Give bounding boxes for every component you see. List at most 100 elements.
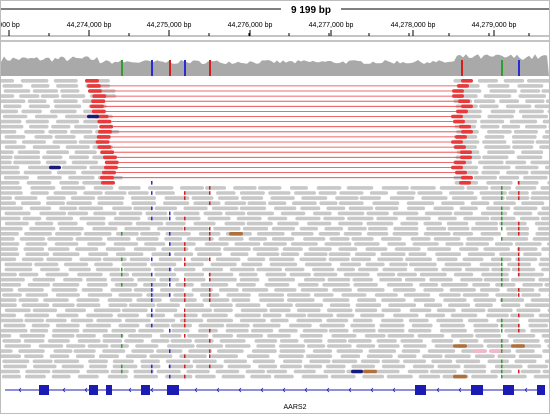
aligned-read[interactable] — [480, 211, 508, 216]
aligned-read[interactable] — [517, 84, 544, 88]
aligned-read[interactable] — [477, 79, 498, 83]
aligned-read[interactable] — [128, 191, 149, 195]
aligned-read[interactable] — [70, 318, 94, 323]
aligned-read[interactable] — [52, 369, 80, 374]
aligned-read[interactable] — [149, 354, 173, 358]
aligned-read[interactable] — [431, 339, 454, 343]
aligned-read[interactable] — [213, 308, 233, 313]
aligned-read[interactable] — [528, 318, 549, 323]
aligned-read[interactable] — [513, 211, 533, 216]
aligned-read[interactable] — [1, 119, 22, 124]
aligned-read[interactable] — [31, 84, 50, 88]
aligned-read[interactable] — [453, 272, 474, 277]
aligned-read[interactable] — [4, 135, 26, 139]
aligned-read[interactable] — [496, 318, 520, 323]
aligned-read[interactable] — [350, 323, 376, 328]
aligned-read[interactable] — [4, 221, 29, 226]
aligned-read[interactable] — [326, 344, 352, 348]
aligned-read[interactable] — [81, 170, 105, 175]
aligned-read[interactable] — [45, 160, 67, 165]
aligned-read[interactable] — [389, 262, 408, 267]
aligned-read[interactable] — [412, 364, 435, 369]
aligned-read[interactable] — [113, 242, 139, 246]
aligned-read[interactable] — [274, 374, 294, 379]
aligned-read[interactable] — [136, 237, 159, 241]
discordant-read-right[interactable] — [451, 140, 463, 144]
aligned-read[interactable] — [2, 359, 30, 364]
aligned-read[interactable] — [131, 201, 157, 205]
aligned-read[interactable] — [517, 272, 544, 277]
aligned-read[interactable] — [419, 272, 447, 277]
aligned-read[interactable] — [18, 349, 45, 353]
aligned-read[interactable] — [1, 272, 17, 277]
aligned-read[interactable] — [296, 318, 323, 323]
aligned-read[interactable] — [2, 339, 22, 343]
aligned-read[interactable] — [51, 288, 78, 292]
outlier-read[interactable] — [87, 114, 99, 119]
aligned-read[interactable] — [4, 308, 31, 313]
aligned-read[interactable] — [1, 283, 22, 287]
aligned-read[interactable] — [366, 354, 393, 358]
aligned-read[interactable] — [32, 359, 53, 364]
aligned-read[interactable] — [242, 226, 269, 231]
aligned-read[interactable] — [368, 226, 388, 231]
aligned-read[interactable] — [434, 344, 455, 348]
aligned-read[interactable] — [514, 359, 537, 364]
aligned-read[interactable] — [534, 221, 549, 226]
aligned-read[interactable] — [544, 165, 549, 170]
aligned-read[interactable] — [518, 354, 543, 358]
aligned-read[interactable] — [462, 257, 484, 262]
aligned-read[interactable] — [52, 283, 80, 287]
aligned-read[interactable] — [347, 226, 367, 231]
aligned-read[interactable] — [225, 211, 246, 216]
aligned-read[interactable] — [82, 328, 108, 333]
aligned-read[interactable] — [323, 369, 346, 374]
aligned-read[interactable] — [54, 104, 82, 109]
aligned-read[interactable] — [520, 89, 541, 93]
aligned-read[interactable] — [322, 283, 350, 287]
aligned-read[interactable] — [423, 288, 444, 292]
aligned-read[interactable] — [146, 293, 171, 297]
aligned-read[interactable] — [39, 211, 67, 216]
aligned-read[interactable] — [306, 344, 326, 348]
aligned-read[interactable] — [325, 364, 346, 369]
aligned-read[interactable] — [448, 303, 471, 307]
aligned-read[interactable] — [218, 196, 239, 200]
gene-exon[interactable] — [39, 385, 49, 395]
aligned-read[interactable] — [219, 339, 246, 343]
aligned-read[interactable] — [340, 354, 361, 358]
aligned-read[interactable] — [351, 237, 374, 241]
aligned-read[interactable] — [74, 124, 99, 129]
aligned-read[interactable] — [479, 191, 507, 195]
aligned-read[interactable] — [377, 257, 404, 262]
aligned-read[interactable] — [306, 354, 333, 358]
aligned-read[interactable] — [324, 242, 352, 246]
aligned-read[interactable] — [303, 237, 326, 241]
aligned-read[interactable] — [403, 293, 431, 297]
aligned-read[interactable] — [294, 191, 316, 195]
outlier-read[interactable] — [49, 165, 61, 170]
aligned-read[interactable] — [406, 206, 426, 211]
aligned-read[interactable] — [474, 354, 495, 358]
aligned-read[interactable] — [112, 206, 133, 211]
aligned-read[interactable] — [341, 293, 367, 297]
aligned-read[interactable] — [271, 226, 296, 231]
gene-exon[interactable] — [537, 385, 545, 395]
aligned-read[interactable] — [354, 308, 378, 313]
aligned-read[interactable] — [269, 262, 298, 267]
aligned-read[interactable] — [170, 339, 193, 343]
aligned-read[interactable] — [545, 99, 549, 103]
aligned-read[interactable] — [138, 328, 164, 333]
aligned-read[interactable] — [108, 221, 133, 226]
aligned-read[interactable] — [487, 130, 512, 134]
aligned-read[interactable] — [471, 374, 498, 379]
aligned-read[interactable] — [521, 201, 545, 205]
aligned-read[interactable] — [376, 216, 398, 221]
aligned-read[interactable] — [1, 196, 13, 200]
aligned-read[interactable] — [1, 140, 17, 144]
aligned-read[interactable] — [266, 369, 288, 374]
aligned-read[interactable] — [97, 196, 125, 200]
aligned-read[interactable] — [1, 232, 19, 236]
aligned-read[interactable] — [494, 364, 523, 369]
aligned-read[interactable] — [51, 124, 71, 129]
